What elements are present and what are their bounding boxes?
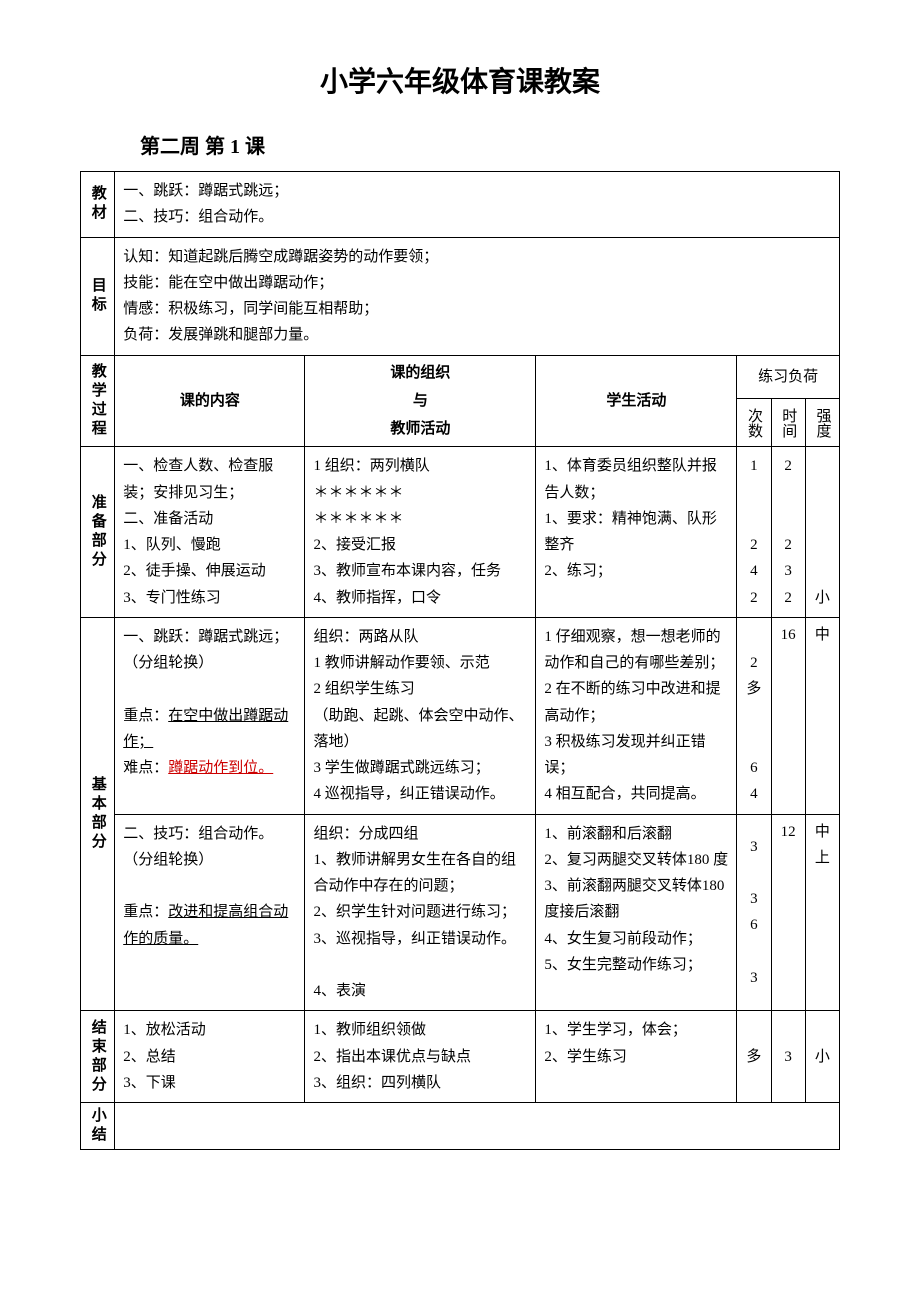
- header-intensity: 强度: [805, 399, 839, 447]
- page-subtitle: 第二周 第 1 课: [140, 130, 840, 159]
- header-load: 练习负荷: [737, 355, 840, 399]
- prep-count: 1 2 4 2: [737, 447, 771, 618]
- basic1-diff: 蹲踞动作到位。: [168, 760, 273, 776]
- basic2-intensity: 中上: [805, 814, 839, 1011]
- objective-text: 认知：知道起跳后腾空成蹲踞姿势的动作要领； 技能：能在空中做出蹲踞动作； 情感：…: [115, 237, 840, 355]
- label-basic: 基本部分: [81, 617, 115, 1011]
- prep-org: 1 组织：两列横队 ＊＊＊＊＊＊ ＊＊＊＊＊＊ 2、接受汇报 3、教师宣布本课内…: [305, 447, 536, 618]
- end-student: 1、学生学习，体会； 2、学生练习: [536, 1011, 737, 1103]
- basic1-count: 2 多 6 4: [737, 617, 771, 814]
- basic1-org: 组织：两路从队 1 教师讲解动作要领、示范 2 组织学生练习 （助跑、起跳、体会…: [305, 617, 536, 814]
- basic2-org: 组织：分成四组 1、教师讲解男女生在各自的组合动作中存在的问题； 2、织学生针对…: [305, 814, 536, 1011]
- label-summary: 小结: [81, 1103, 115, 1150]
- end-intensity: 小: [805, 1011, 839, 1103]
- summary-cell: [115, 1103, 840, 1150]
- header-student: 学生活动: [536, 355, 737, 447]
- basic2-count: 3 3 6 3: [737, 814, 771, 1011]
- label-objective: 目标: [81, 237, 115, 355]
- label-prep: 准备部分: [81, 447, 115, 618]
- basic1-student: 1 仔细观察，想一想老师的动作和自己的有哪些差别； 2 在不断的练习中改进和提高…: [536, 617, 737, 814]
- basic2-content: 二、技巧：组合动作。 （分组轮换） 重点：改进和提高组合动作的质量。: [115, 814, 305, 1011]
- label-process: 教学过程: [81, 355, 115, 447]
- end-time: 3: [771, 1011, 805, 1103]
- header-content: 课的内容: [115, 355, 305, 447]
- header-time: 时间: [771, 399, 805, 447]
- label-material: 教材: [81, 172, 115, 238]
- header-count: 次数: [737, 399, 771, 447]
- end-org: 1、教师组织领做 2、指出本课优点与缺点 3、组织：四列横队: [305, 1011, 536, 1103]
- header-org: 课的组织 与 教师活动: [305, 355, 536, 447]
- basic2-focus-label: 重点：: [123, 904, 168, 920]
- prep-intensity: 小: [805, 447, 839, 618]
- label-end: 结束部分: [81, 1011, 115, 1103]
- basic1-diff-label: 难点：: [123, 760, 168, 776]
- prep-time: 2 2 3 2: [771, 447, 805, 618]
- end-content: 1、放松活动 2、总结 3、下课: [115, 1011, 305, 1103]
- material-text: 一、跳跃：蹲踞式跳远； 二、技巧：组合动作。: [115, 172, 840, 238]
- basic2-time: 12: [771, 814, 805, 1011]
- basic2-student: 1、前滚翻和后滚翻 2、复习两腿交叉转体180 度 3、前滚翻两腿交叉转体180…: [536, 814, 737, 1011]
- lesson-plan-table: 教材 一、跳跃：蹲踞式跳远； 二、技巧：组合动作。 目标 认知：知道起跳后腾空成…: [80, 171, 840, 1150]
- prep-content: 一、检查人数、检查服装；安排见习生； 二、准备活动 1、队列、慢跑 2、徒手操、…: [115, 447, 305, 618]
- end-count: 多: [737, 1011, 771, 1103]
- basic1-content: 一、跳跃：蹲踞式跳远； （分组轮换） 重点：在空中做出蹲踞动作； 难点：蹲踞动作…: [115, 617, 305, 814]
- basic1-intensity: 中: [805, 617, 839, 814]
- basic1-focus-label: 重点：: [123, 708, 168, 724]
- basic1-time: 16: [771, 617, 805, 814]
- prep-student: 1、体育委员组织整队并报告人数； 1、要求：精神饱满、队形整齐 2、练习；: [536, 447, 737, 618]
- page-title: 小学六年级体育课教案: [80, 60, 840, 100]
